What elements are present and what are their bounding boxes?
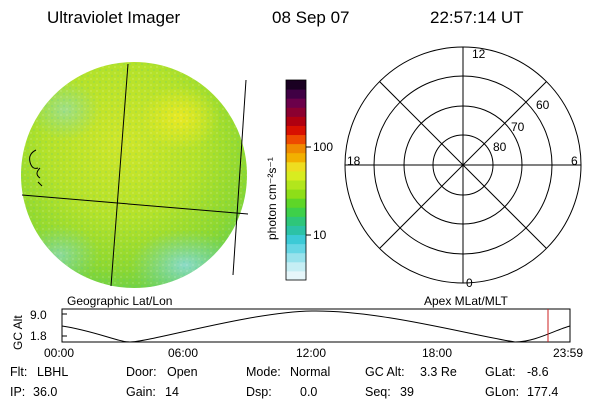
mlt-label-6: 6 xyxy=(571,154,578,168)
colorbar-band xyxy=(286,180,306,190)
dsp-value: 0.0 xyxy=(300,385,318,399)
mlat-label-60: 60 xyxy=(536,98,550,112)
time-tick-1200: 12:00 xyxy=(296,346,327,360)
colorbar-band xyxy=(286,125,306,136)
filter-label: Flt: xyxy=(10,365,28,379)
parallel-line xyxy=(21,194,249,215)
gain-label: Gain: xyxy=(126,385,156,399)
meridian-line xyxy=(110,63,129,287)
colorbar-band xyxy=(286,143,306,154)
gcalt-label: GC Alt: xyxy=(365,365,405,379)
apex-caption: Apex MLat/MLT xyxy=(424,294,508,308)
mlt-label-0: 0 xyxy=(466,276,473,290)
colorbar-band xyxy=(286,234,306,245)
glon-value: 177.4 xyxy=(527,385,559,399)
colorbar-band xyxy=(286,252,306,263)
mlat-label-80: 80 xyxy=(493,140,507,154)
colorbar-unit-label: photon cm⁻²s⁻¹ xyxy=(265,157,279,240)
uv-earth-image xyxy=(21,62,249,288)
colorbar-band xyxy=(286,225,306,236)
time-tick-1800: 18:00 xyxy=(422,346,453,360)
colorbar-band xyxy=(286,198,306,208)
coastline xyxy=(29,149,43,187)
altitude-tick-9: 9.0 xyxy=(30,308,47,322)
altitude-curve xyxy=(61,310,571,343)
time-tick-0600: 06:00 xyxy=(168,346,199,360)
mlat-label-70: 70 xyxy=(511,120,525,134)
colorbar-band xyxy=(286,98,306,108)
seq-label: Seq: xyxy=(365,385,391,399)
colorbar xyxy=(285,79,311,281)
ip-label: IP: xyxy=(10,385,26,399)
mode-label: Mode: xyxy=(246,365,281,379)
seq-value: 39 xyxy=(400,385,414,399)
gcalt-value: 3.3 Re xyxy=(420,365,457,379)
mlt-label-18: 18 xyxy=(347,154,361,168)
altitude-tick-1: 1.8 xyxy=(30,329,47,343)
colorbar-band xyxy=(286,270,306,281)
ip-value: 36.0 xyxy=(33,385,58,399)
altitude-plot xyxy=(61,308,571,343)
image-time: 22:57:14 UT xyxy=(430,8,524,27)
colorbar-band xyxy=(286,261,306,272)
colorbar-band xyxy=(286,152,306,163)
colorbar-band xyxy=(286,207,306,217)
mlt-label-12: 12 xyxy=(472,47,486,61)
meridian-line xyxy=(232,79,247,276)
colorbar-frame xyxy=(285,79,307,281)
colorbar-band xyxy=(286,170,306,181)
door-label: Door: xyxy=(126,365,157,379)
colorbar-band xyxy=(286,216,306,226)
colorbar-band xyxy=(286,161,306,172)
colorbar-band xyxy=(286,80,306,90)
colorbar-band xyxy=(286,189,306,199)
gain-value: 14 xyxy=(165,385,179,399)
colorbar-band xyxy=(286,107,306,117)
filter-value: LBHL xyxy=(37,365,69,379)
time-tick-2359: 23:59 xyxy=(553,346,584,360)
glat-value: -8.6 xyxy=(527,365,549,379)
image-date: 08 Sep 07 xyxy=(272,8,350,27)
colorbar-band xyxy=(286,243,306,254)
colorbar-band xyxy=(286,89,306,99)
polar-plot xyxy=(344,46,582,284)
glat-label: GLat: xyxy=(485,365,516,379)
colorbar-tick-10: 10 xyxy=(313,228,327,242)
altitude-axis-label: GC Alt xyxy=(11,315,25,350)
colorbar-band xyxy=(286,134,306,145)
mode-value: Normal xyxy=(290,365,331,379)
colorbar-tick-100: 100 xyxy=(313,140,334,154)
colorbar-band xyxy=(286,116,306,126)
time-tick-0000: 00:00 xyxy=(44,346,75,360)
glon-label: GLon: xyxy=(485,385,520,399)
instrument-title: Ultraviolet Imager xyxy=(47,8,181,27)
geographic-caption: Geographic Lat/Lon xyxy=(67,294,173,308)
dsp-label: Dsp: xyxy=(246,385,272,399)
door-value: Open xyxy=(167,365,198,379)
